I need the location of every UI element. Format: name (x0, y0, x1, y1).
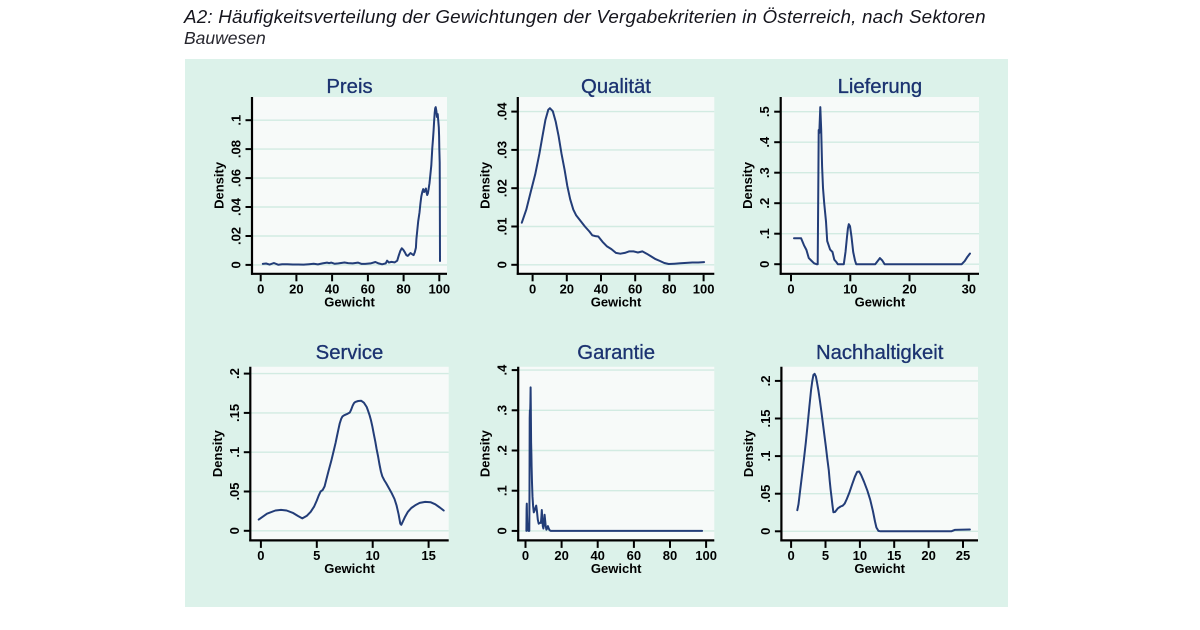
svg-text:.01: .01 (494, 217, 509, 235)
svg-text:Density: Density (741, 429, 756, 477)
svg-text:100: 100 (695, 548, 717, 563)
svg-text:.1: .1 (229, 115, 244, 126)
svg-text:.04: .04 (494, 102, 509, 121)
svg-text:.2: .2 (495, 445, 510, 456)
svg-text:30: 30 (962, 281, 976, 296)
svg-text:0: 0 (495, 527, 510, 534)
svg-text:.15: .15 (758, 409, 773, 427)
svg-text:.06: .06 (229, 169, 244, 187)
svg-text:15: 15 (887, 548, 901, 563)
svg-text:0: 0 (787, 281, 794, 296)
svg-text:Gewicht: Gewicht (855, 294, 906, 309)
svg-text:Density: Density (212, 161, 227, 209)
svg-text:0: 0 (257, 281, 264, 296)
svg-text:.04: .04 (229, 197, 244, 216)
svg-text:Density: Density (740, 161, 755, 209)
svg-text:.15: .15 (227, 404, 242, 422)
svg-text:Service: Service (316, 342, 384, 364)
svg-text:0: 0 (494, 261, 509, 268)
svg-text:.4: .4 (495, 364, 510, 376)
svg-text:25: 25 (956, 548, 970, 563)
svg-text:Gewicht: Gewicht (591, 561, 642, 576)
svg-text:0: 0 (529, 281, 536, 296)
svg-text:.1: .1 (227, 447, 242, 458)
svg-text:100: 100 (428, 281, 450, 296)
svg-text:Lieferung: Lieferung (838, 76, 923, 98)
svg-text:20: 20 (921, 548, 935, 563)
svg-text:0: 0 (257, 548, 264, 563)
svg-text:.02: .02 (229, 227, 244, 245)
svg-text:.2: .2 (227, 368, 242, 379)
svg-text:Gewicht: Gewicht (324, 294, 375, 309)
svg-text:0: 0 (787, 548, 794, 563)
svg-text:20: 20 (902, 281, 916, 296)
svg-text:0: 0 (227, 527, 242, 534)
svg-text:.08: .08 (229, 140, 244, 158)
svg-text:.4: .4 (757, 136, 772, 148)
svg-text:.05: .05 (758, 485, 773, 503)
svg-text:15: 15 (421, 548, 435, 563)
svg-text:Density: Density (477, 161, 492, 209)
svg-text:20: 20 (554, 548, 568, 563)
svg-text:Density: Density (210, 429, 225, 477)
svg-text:Gewicht: Gewicht (854, 561, 905, 576)
svg-text:.2: .2 (757, 198, 772, 209)
svg-text:.05: .05 (227, 482, 242, 500)
svg-text:100: 100 (693, 281, 715, 296)
svg-text:Density: Density (478, 429, 493, 477)
svg-text:20: 20 (560, 281, 574, 296)
svg-text:.2: .2 (758, 375, 773, 386)
svg-text:40: 40 (590, 548, 604, 563)
svg-text:20: 20 (289, 281, 303, 296)
svg-text:Gewicht: Gewicht (324, 561, 375, 576)
svg-text:80: 80 (662, 281, 676, 296)
svg-text:Nachhaltigkeit: Nachhaltigkeit (816, 342, 944, 364)
svg-text:.3: .3 (757, 167, 772, 178)
svg-text:Gewicht: Gewicht (591, 294, 642, 309)
svg-text:10: 10 (853, 548, 867, 563)
svg-text:.1: .1 (757, 228, 772, 239)
svg-text:5: 5 (313, 548, 320, 563)
svg-text:0: 0 (522, 548, 529, 563)
svg-text:80: 80 (396, 281, 410, 296)
svg-text:0: 0 (757, 261, 772, 268)
svg-text:.02: .02 (494, 179, 509, 197)
svg-text:.03: .03 (494, 141, 509, 159)
svg-text:80: 80 (663, 548, 677, 563)
svg-text:.5: .5 (757, 106, 772, 117)
svg-text:40: 40 (325, 281, 339, 296)
svg-text:60: 60 (628, 281, 642, 296)
svg-text:.1: .1 (495, 485, 510, 496)
svg-text:0: 0 (758, 528, 773, 535)
svg-text:0: 0 (229, 261, 244, 268)
svg-text:Garantie: Garantie (577, 342, 655, 364)
svg-text:Qualität: Qualität (581, 76, 651, 98)
svg-text:5: 5 (822, 548, 829, 563)
svg-text:60: 60 (627, 548, 641, 563)
svg-text:40: 40 (594, 281, 608, 296)
svg-text:.3: .3 (495, 405, 510, 416)
svg-text:10: 10 (843, 281, 857, 296)
svg-text:60: 60 (361, 281, 375, 296)
svg-text:10: 10 (365, 548, 379, 563)
svg-text:.1: .1 (758, 451, 773, 462)
svg-text:Preis: Preis (326, 76, 372, 98)
